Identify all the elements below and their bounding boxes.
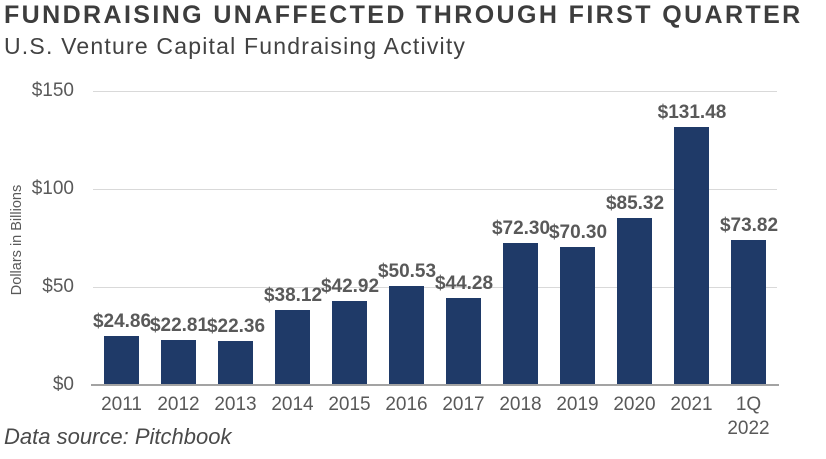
bar-value-label: $73.82 xyxy=(719,215,779,236)
bar-value-label: $38.12 xyxy=(263,285,323,306)
x-tick-label: 2019 xyxy=(556,394,599,415)
bar-value-label: $85.32 xyxy=(605,193,665,214)
x-tick-label: 2015 xyxy=(328,394,371,415)
bar xyxy=(161,340,196,385)
bar xyxy=(731,240,766,385)
bar xyxy=(218,341,253,385)
bar xyxy=(275,310,310,385)
x-axis-line xyxy=(91,384,779,386)
chart-subtitle: U.S. Venture Capital Fundraising Activit… xyxy=(4,33,467,59)
chart-title: FUNDRAISING UNAFFECTED THROUGH FIRST QUA… xyxy=(4,1,803,29)
y-tick-label: $50 xyxy=(42,276,74,297)
bar xyxy=(560,247,595,385)
gridline xyxy=(93,189,777,190)
x-tick-label: 2017 xyxy=(442,394,485,415)
bar-value-label: $22.36 xyxy=(206,316,266,337)
bar xyxy=(503,243,538,385)
y-tick-label: $150 xyxy=(31,80,74,101)
bar xyxy=(446,298,481,385)
bar xyxy=(104,336,139,385)
gridline xyxy=(93,91,777,92)
y-tick-label: $100 xyxy=(31,178,74,199)
data-source-note: Data source: Pitchbook xyxy=(4,424,232,449)
bar-value-label: $72.30 xyxy=(491,218,551,239)
x-tick-label: 1Q 2022 xyxy=(727,394,770,439)
bar-value-label: $131.48 xyxy=(657,102,727,123)
x-tick-label: 2016 xyxy=(385,394,428,415)
x-tick-label: 2018 xyxy=(499,394,542,415)
bar-value-label: $44.28 xyxy=(434,273,494,294)
x-tick-label: 2013 xyxy=(214,394,257,415)
bar-value-label: $70.30 xyxy=(548,222,608,243)
x-tick-label: 2011 xyxy=(101,394,142,415)
bar xyxy=(674,127,709,385)
bar-value-label: $22.81 xyxy=(149,315,209,336)
x-tick-label: 2012 xyxy=(157,394,200,415)
bar xyxy=(389,286,424,385)
y-tick-label: $0 xyxy=(52,374,74,395)
bar-value-label: $42.92 xyxy=(320,276,380,297)
bar xyxy=(617,218,652,385)
bar xyxy=(332,301,367,385)
x-tick-label: 2020 xyxy=(613,394,656,415)
bar-value-label: $50.53 xyxy=(377,261,437,282)
x-tick-label: 2021 xyxy=(670,394,713,415)
gridline xyxy=(93,287,777,288)
x-tick-label: 2014 xyxy=(271,394,314,415)
bar-value-label: $24.86 xyxy=(92,311,152,332)
